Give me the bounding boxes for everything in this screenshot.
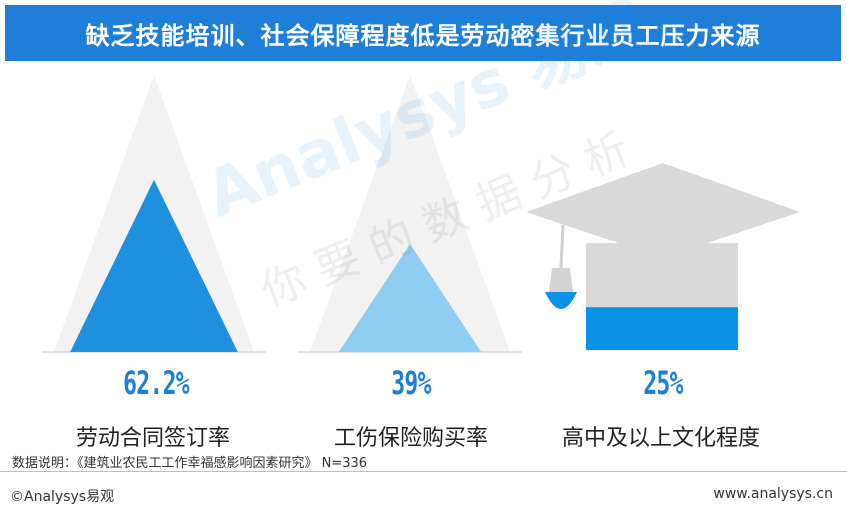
value-triangle-1 (70, 179, 238, 352)
footer-divider (0, 471, 847, 472)
value-label-3: 25% (643, 364, 683, 402)
category-label-1: 劳动合同签订率 (75, 426, 230, 451)
ghost-triangle-2 (310, 75, 510, 352)
value-label-2: 39% (391, 364, 431, 402)
cap-board (526, 163, 800, 258)
cap-tassel (549, 268, 573, 292)
graduation-cap-icon (526, 163, 800, 350)
cap-tassel-tip (545, 292, 577, 309)
website: www.analysys.cn (713, 486, 833, 502)
copyright: ©Analysys易观 (10, 489, 115, 505)
category-label-3: 高中及以上文化程度 (561, 426, 760, 451)
title-bar: 缺乏技能培训、社会保障程度低是劳动密集行业员工压力来源 (5, 5, 841, 61)
value-triangle-2 (338, 243, 482, 352)
category-label-2: 工伤保险购买率 (333, 426, 488, 451)
data-note: 数据说明：《建筑业农民工工作幸福感影响因素研究》 N=336 (12, 456, 368, 471)
chart-title: 缺乏技能培训、社会保障程度低是劳动密集行业员工压力来源 (85, 21, 761, 50)
cap-tassel-cord (559, 224, 565, 269)
cap-value-fill (586, 307, 738, 350)
value-label-1: 62.2% (123, 364, 189, 402)
